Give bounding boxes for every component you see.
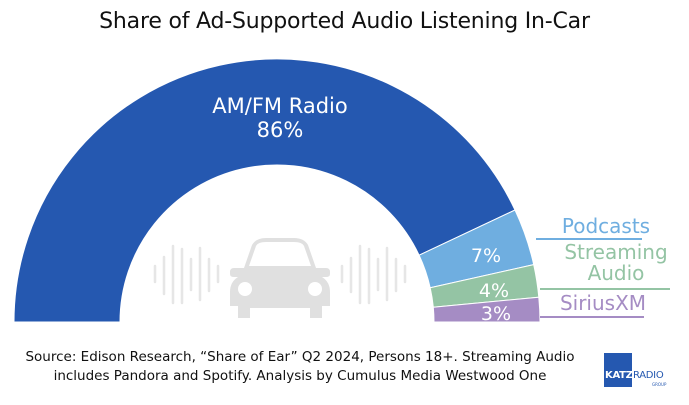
segment-amfm-radio bbox=[13, 58, 516, 323]
podcasts-value-label: 7% bbox=[471, 245, 501, 267]
legend-streaming-underline bbox=[540, 288, 670, 290]
legend-podcasts: Podcasts bbox=[540, 216, 672, 237]
amfm-name-label: AM/FM Radio bbox=[212, 94, 347, 118]
siriusxm-value-label: 3% bbox=[481, 303, 511, 325]
katz-radio-group-logo: KATZ RADIO GROUP bbox=[604, 353, 676, 387]
source-note: Source: Edison Research, “Share of Ear” … bbox=[0, 348, 600, 386]
segment-siriusxm bbox=[432, 296, 541, 323]
sound-wave-icon-left bbox=[153, 244, 220, 305]
logo-radio-text: RADIO bbox=[633, 370, 664, 381]
logo-group-text: GROUP bbox=[652, 382, 667, 387]
legend-siriusxm-underline bbox=[540, 316, 644, 318]
source-line-1: Source: Edison Research, “Share of Ear” … bbox=[25, 349, 575, 365]
logo-box bbox=[604, 353, 632, 387]
legend-podcasts-underline bbox=[536, 238, 642, 240]
chart-title: Share of Ad-Supported Audio Listening In… bbox=[99, 9, 590, 34]
sound-wave-icon-right bbox=[340, 244, 407, 305]
legend-streaming-line2: Audio bbox=[587, 261, 645, 285]
logo-katz-text: KATZ bbox=[605, 370, 633, 381]
streaming-value-label: 4% bbox=[479, 280, 509, 302]
legend-streaming-line1: Streaming bbox=[564, 240, 668, 264]
legend-podcasts-label: Podcasts bbox=[561, 214, 651, 238]
amfm-value-label: 86% bbox=[257, 118, 304, 142]
legend-streaming-audio: Streaming Audio bbox=[542, 242, 689, 284]
car-icon bbox=[230, 238, 330, 318]
legend-siriusxm-label: SiriusXM bbox=[559, 291, 647, 315]
source-line-2: includes Pandora and Spotify. Analysis b… bbox=[53, 368, 547, 384]
legend-siriusxm: SiriusXM bbox=[550, 293, 656, 314]
